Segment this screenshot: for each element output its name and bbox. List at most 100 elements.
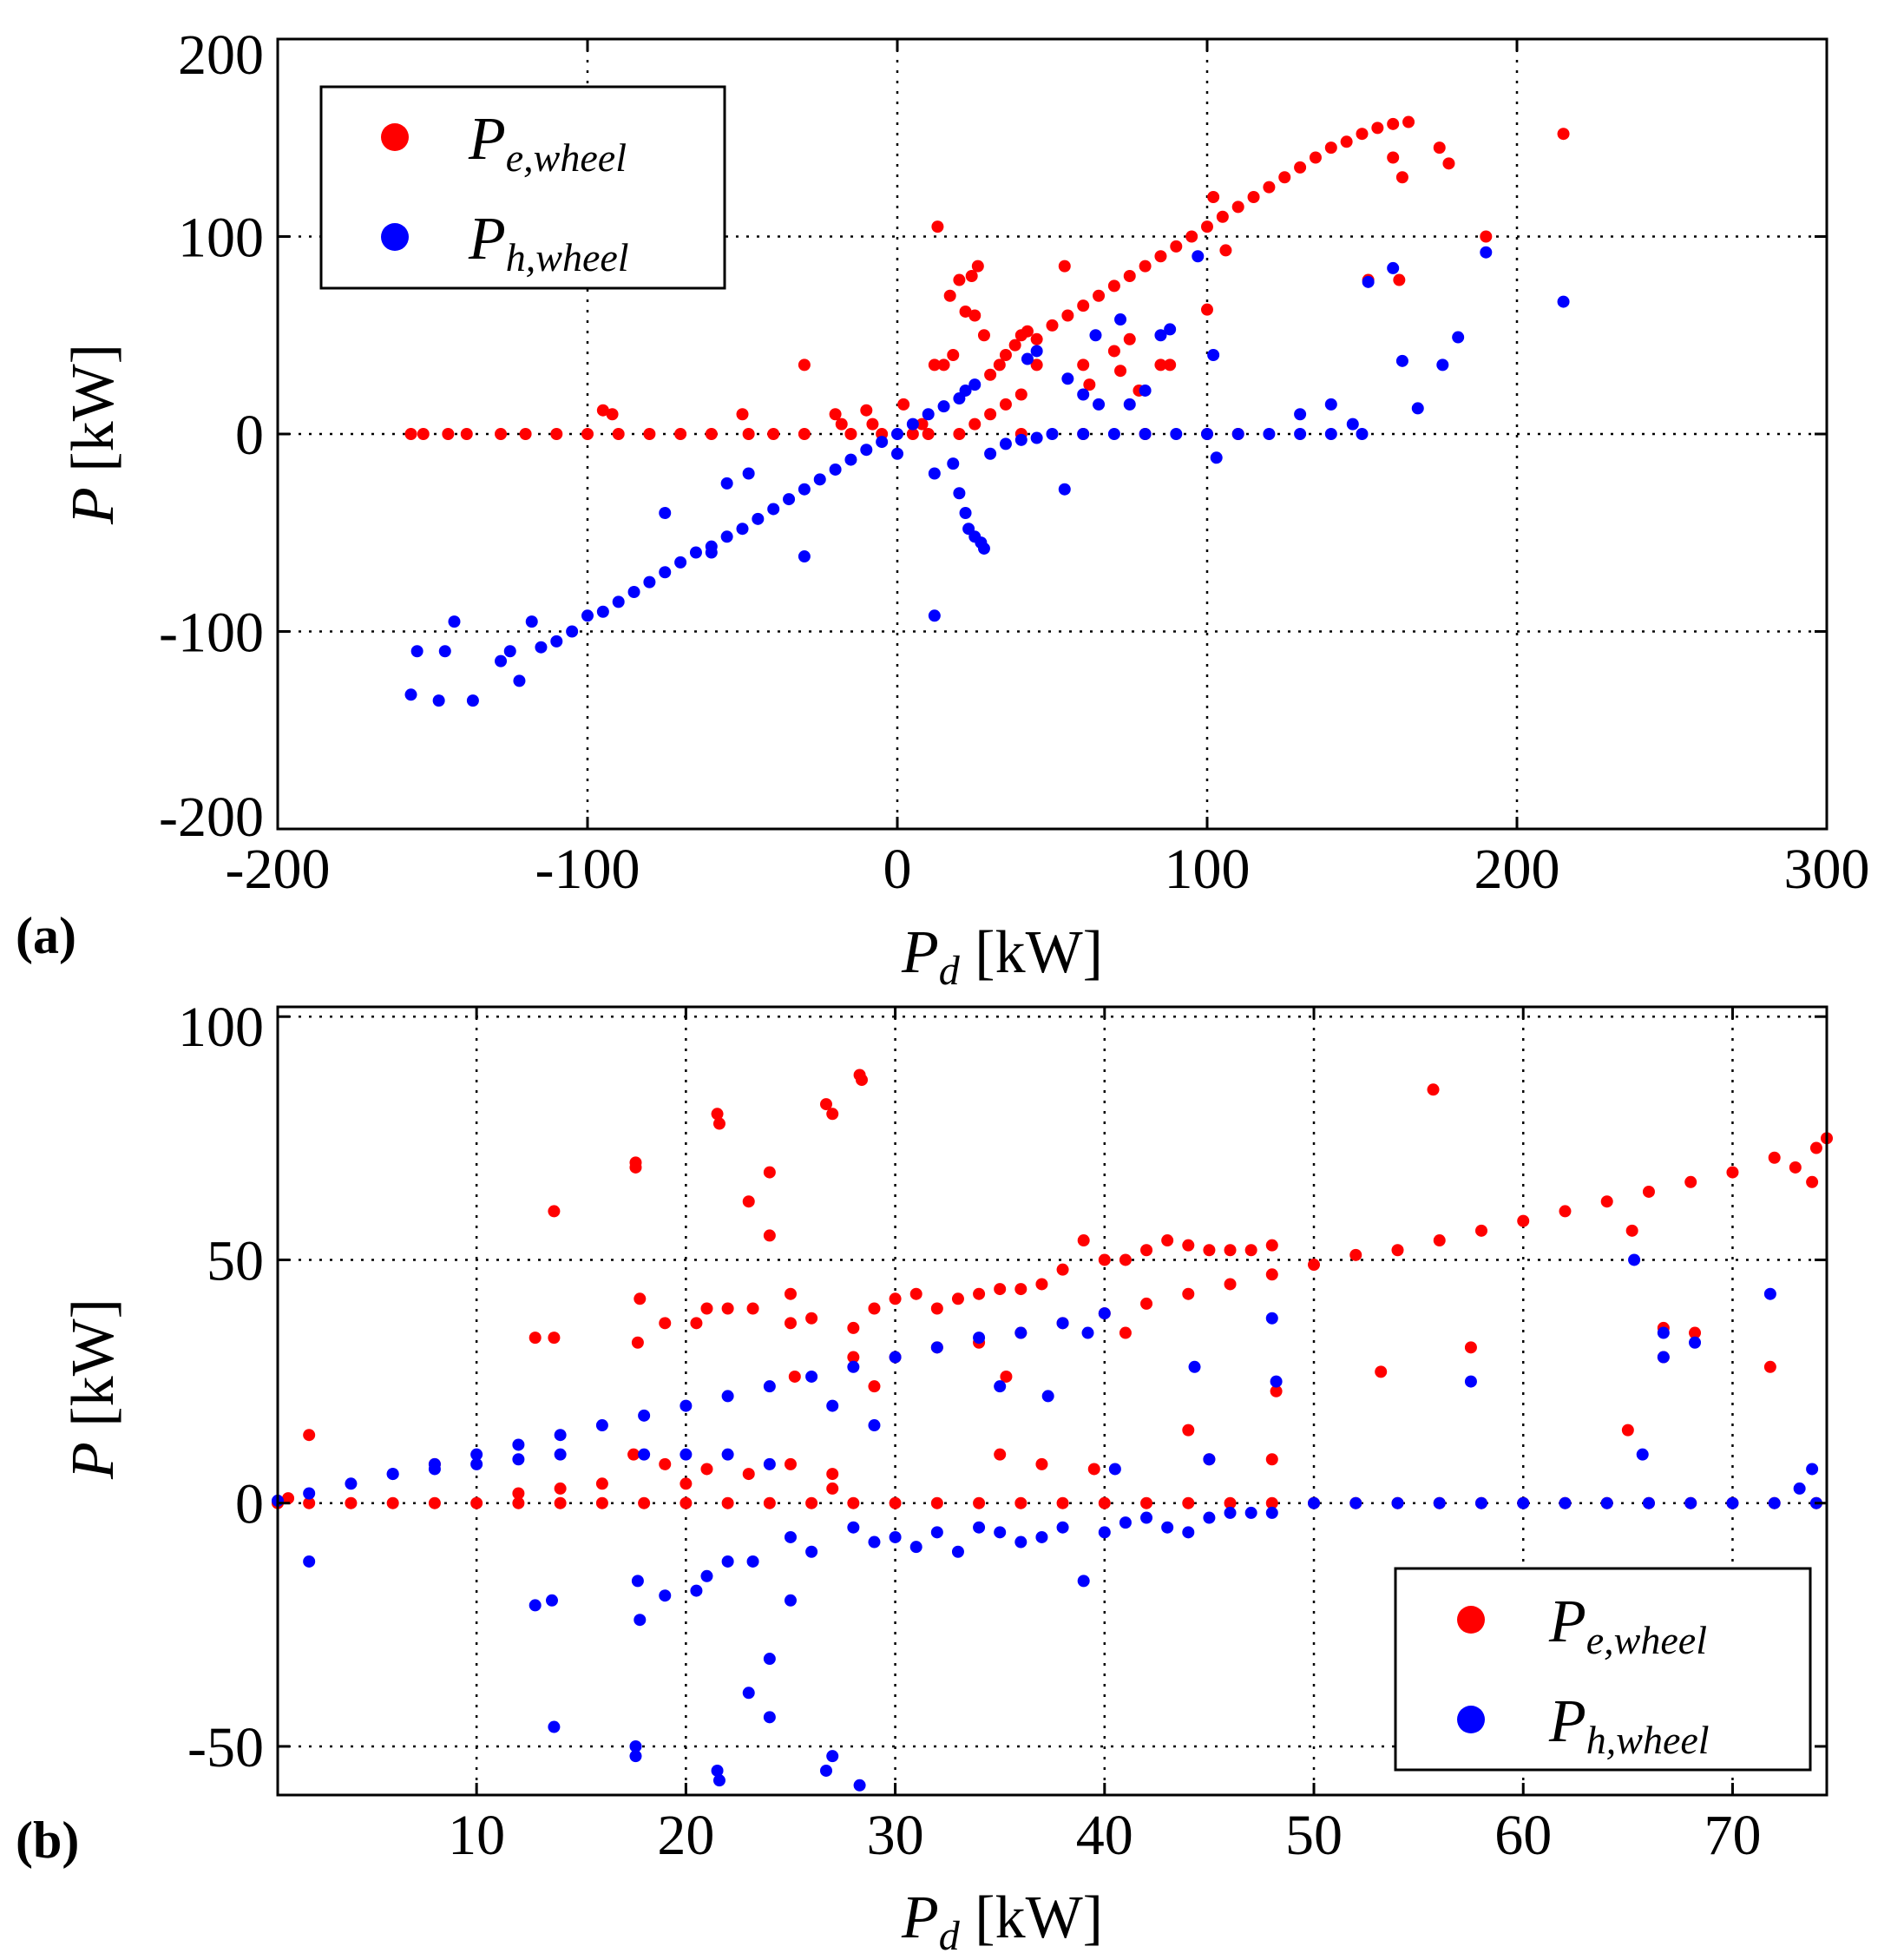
data-point <box>550 635 563 648</box>
data-point <box>937 358 950 372</box>
data-point <box>595 1477 608 1490</box>
legend-label-e-wheel-a: Pe,wheel <box>468 106 627 180</box>
data-point <box>1203 1511 1216 1524</box>
data-point <box>721 1555 734 1568</box>
data-point <box>928 358 941 372</box>
data-point <box>721 1302 734 1315</box>
x-tick-label: 300 <box>1784 838 1870 901</box>
data-point <box>700 1302 713 1315</box>
data-point <box>1140 1244 1153 1257</box>
data-point <box>891 447 903 460</box>
data-point <box>1387 117 1400 130</box>
data-point <box>763 1380 776 1393</box>
data-point <box>1219 244 1232 257</box>
data-point <box>512 1438 525 1451</box>
data-point <box>953 428 966 440</box>
data-point <box>953 273 966 286</box>
legend-label-e-wheel-b: Pe,wheel <box>1548 1588 1707 1662</box>
data-point <box>1559 1205 1572 1218</box>
x-tick-label: 0 <box>883 838 912 901</box>
data-point <box>512 1453 525 1466</box>
data-point <box>1056 1496 1069 1509</box>
legend-box-a <box>319 85 726 290</box>
data-point <box>1265 1239 1278 1252</box>
data-point <box>1436 358 1449 372</box>
x-axis-label-b: Pd [kW] <box>901 1884 1103 1953</box>
data-point <box>689 546 702 559</box>
data-point <box>1452 331 1465 344</box>
data-point <box>1098 1307 1111 1320</box>
data-point <box>1726 1166 1739 1179</box>
data-point <box>345 1496 358 1509</box>
data-point <box>1188 1360 1201 1373</box>
data-point <box>1393 273 1406 286</box>
data-point <box>1056 1263 1069 1276</box>
data-point <box>994 1526 1007 1539</box>
data-point <box>805 1545 818 1558</box>
data-point <box>1207 349 1220 361</box>
data-point <box>659 1457 672 1470</box>
x-axis-label-a: Pd [kW] <box>901 919 1103 994</box>
data-point <box>303 1487 316 1500</box>
data-point <box>1391 1244 1404 1257</box>
data-point <box>712 1774 725 1787</box>
data-point <box>638 1409 651 1422</box>
data-point <box>1433 1496 1446 1509</box>
y-tick-label: -200 <box>159 786 264 849</box>
data-point <box>386 1496 399 1509</box>
data-point <box>763 1653 776 1666</box>
grid-a <box>278 39 1827 829</box>
data-point <box>1119 1326 1132 1339</box>
data-point <box>1557 128 1570 141</box>
data-point <box>826 1468 839 1481</box>
data-point <box>1689 1336 1702 1349</box>
data-point <box>1170 240 1183 253</box>
data-point <box>977 329 990 342</box>
data-point <box>1030 345 1043 358</box>
scatter-points-b <box>272 1069 1833 1792</box>
data-point <box>1089 329 1102 342</box>
data-point <box>1000 1370 1013 1383</box>
data-point <box>1014 1326 1028 1339</box>
data-point <box>448 615 461 628</box>
data-point <box>1140 1511 1153 1524</box>
data-point <box>930 1341 943 1354</box>
data-point <box>1107 428 1120 440</box>
data-point <box>1164 358 1177 372</box>
data-point <box>1356 128 1369 141</box>
data-point <box>519 428 532 440</box>
data-point <box>826 1482 839 1495</box>
data-point <box>1309 151 1322 164</box>
data-point <box>931 220 944 233</box>
data-point <box>868 1535 881 1549</box>
data-point <box>1763 1360 1776 1373</box>
data-point <box>1154 329 1167 342</box>
y-tick-label: -100 <box>159 602 264 665</box>
data-point <box>432 694 445 707</box>
data-point <box>819 1098 832 1111</box>
y-tick-label: 50 <box>207 1229 264 1292</box>
data-point <box>1689 1326 1702 1339</box>
data-point <box>1203 1244 1216 1257</box>
ticks-a <box>276 37 1828 831</box>
data-point <box>826 1750 839 1763</box>
data-point <box>386 1468 399 1481</box>
data-point <box>1793 1482 1806 1495</box>
data-point <box>1077 299 1090 312</box>
data-point <box>1231 428 1244 440</box>
data-point <box>711 1764 724 1777</box>
data-point <box>1517 1214 1530 1227</box>
data-point <box>643 575 656 589</box>
data-point <box>627 586 640 598</box>
legend-box-b <box>1394 1567 1812 1772</box>
data-point <box>971 260 984 273</box>
data-point <box>1154 358 1167 372</box>
data-point <box>906 418 919 431</box>
legend-marker-h-wheel-a <box>381 223 409 251</box>
ticks-b <box>278 1007 1827 1795</box>
data-point <box>581 428 594 440</box>
data-point <box>1077 388 1090 401</box>
data-point <box>1035 1530 1048 1543</box>
data-point <box>659 1589 672 1602</box>
